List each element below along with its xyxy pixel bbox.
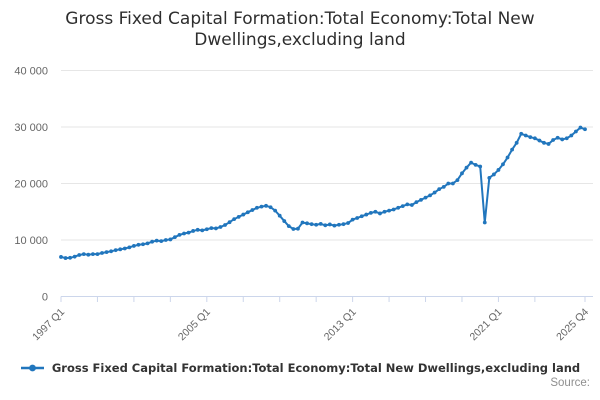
source-label: Source:: [550, 377, 590, 389]
legend-line-marker-icon: [20, 364, 44, 372]
series-markers: [59, 125, 587, 260]
svg-text:40 000: 40 000: [14, 66, 48, 78]
svg-text:2013 Q1: 2013 Q1: [322, 306, 359, 343]
x-axis: [60, 296, 593, 302]
svg-text:2025 Q4: 2025 Q4: [554, 306, 591, 343]
svg-text:2005 Q1: 2005 Q1: [176, 306, 213, 343]
svg-text:30 000: 30 000: [14, 122, 48, 134]
svg-text:1997 Q1: 1997 Q1: [30, 306, 67, 343]
y-axis-labels: 0 10 000 20 000 30 000 40 000: [14, 66, 48, 304]
legend-item[interactable]: Gross Fixed Capital Formation:Total Econ…: [0, 361, 600, 375]
y-gridlines: [61, 70, 593, 241]
svg-text:2021 Q1: 2021 Q1: [468, 306, 505, 343]
chart-title: Gross Fixed Capital Formation:Total Econ…: [65, 9, 535, 50]
svg-text:10 000: 10 000: [14, 235, 48, 247]
svg-text:0: 0: [42, 292, 48, 304]
legend-label: Gross Fixed Capital Formation:Total Econ…: [51, 361, 581, 375]
x-tick-labels: 1997 Q1 2005 Q1 2013 Q1 2021 Q1 2025 Q4: [30, 306, 591, 343]
series-line: [60, 126, 586, 260]
svg-text:20 000: 20 000: [14, 179, 48, 191]
